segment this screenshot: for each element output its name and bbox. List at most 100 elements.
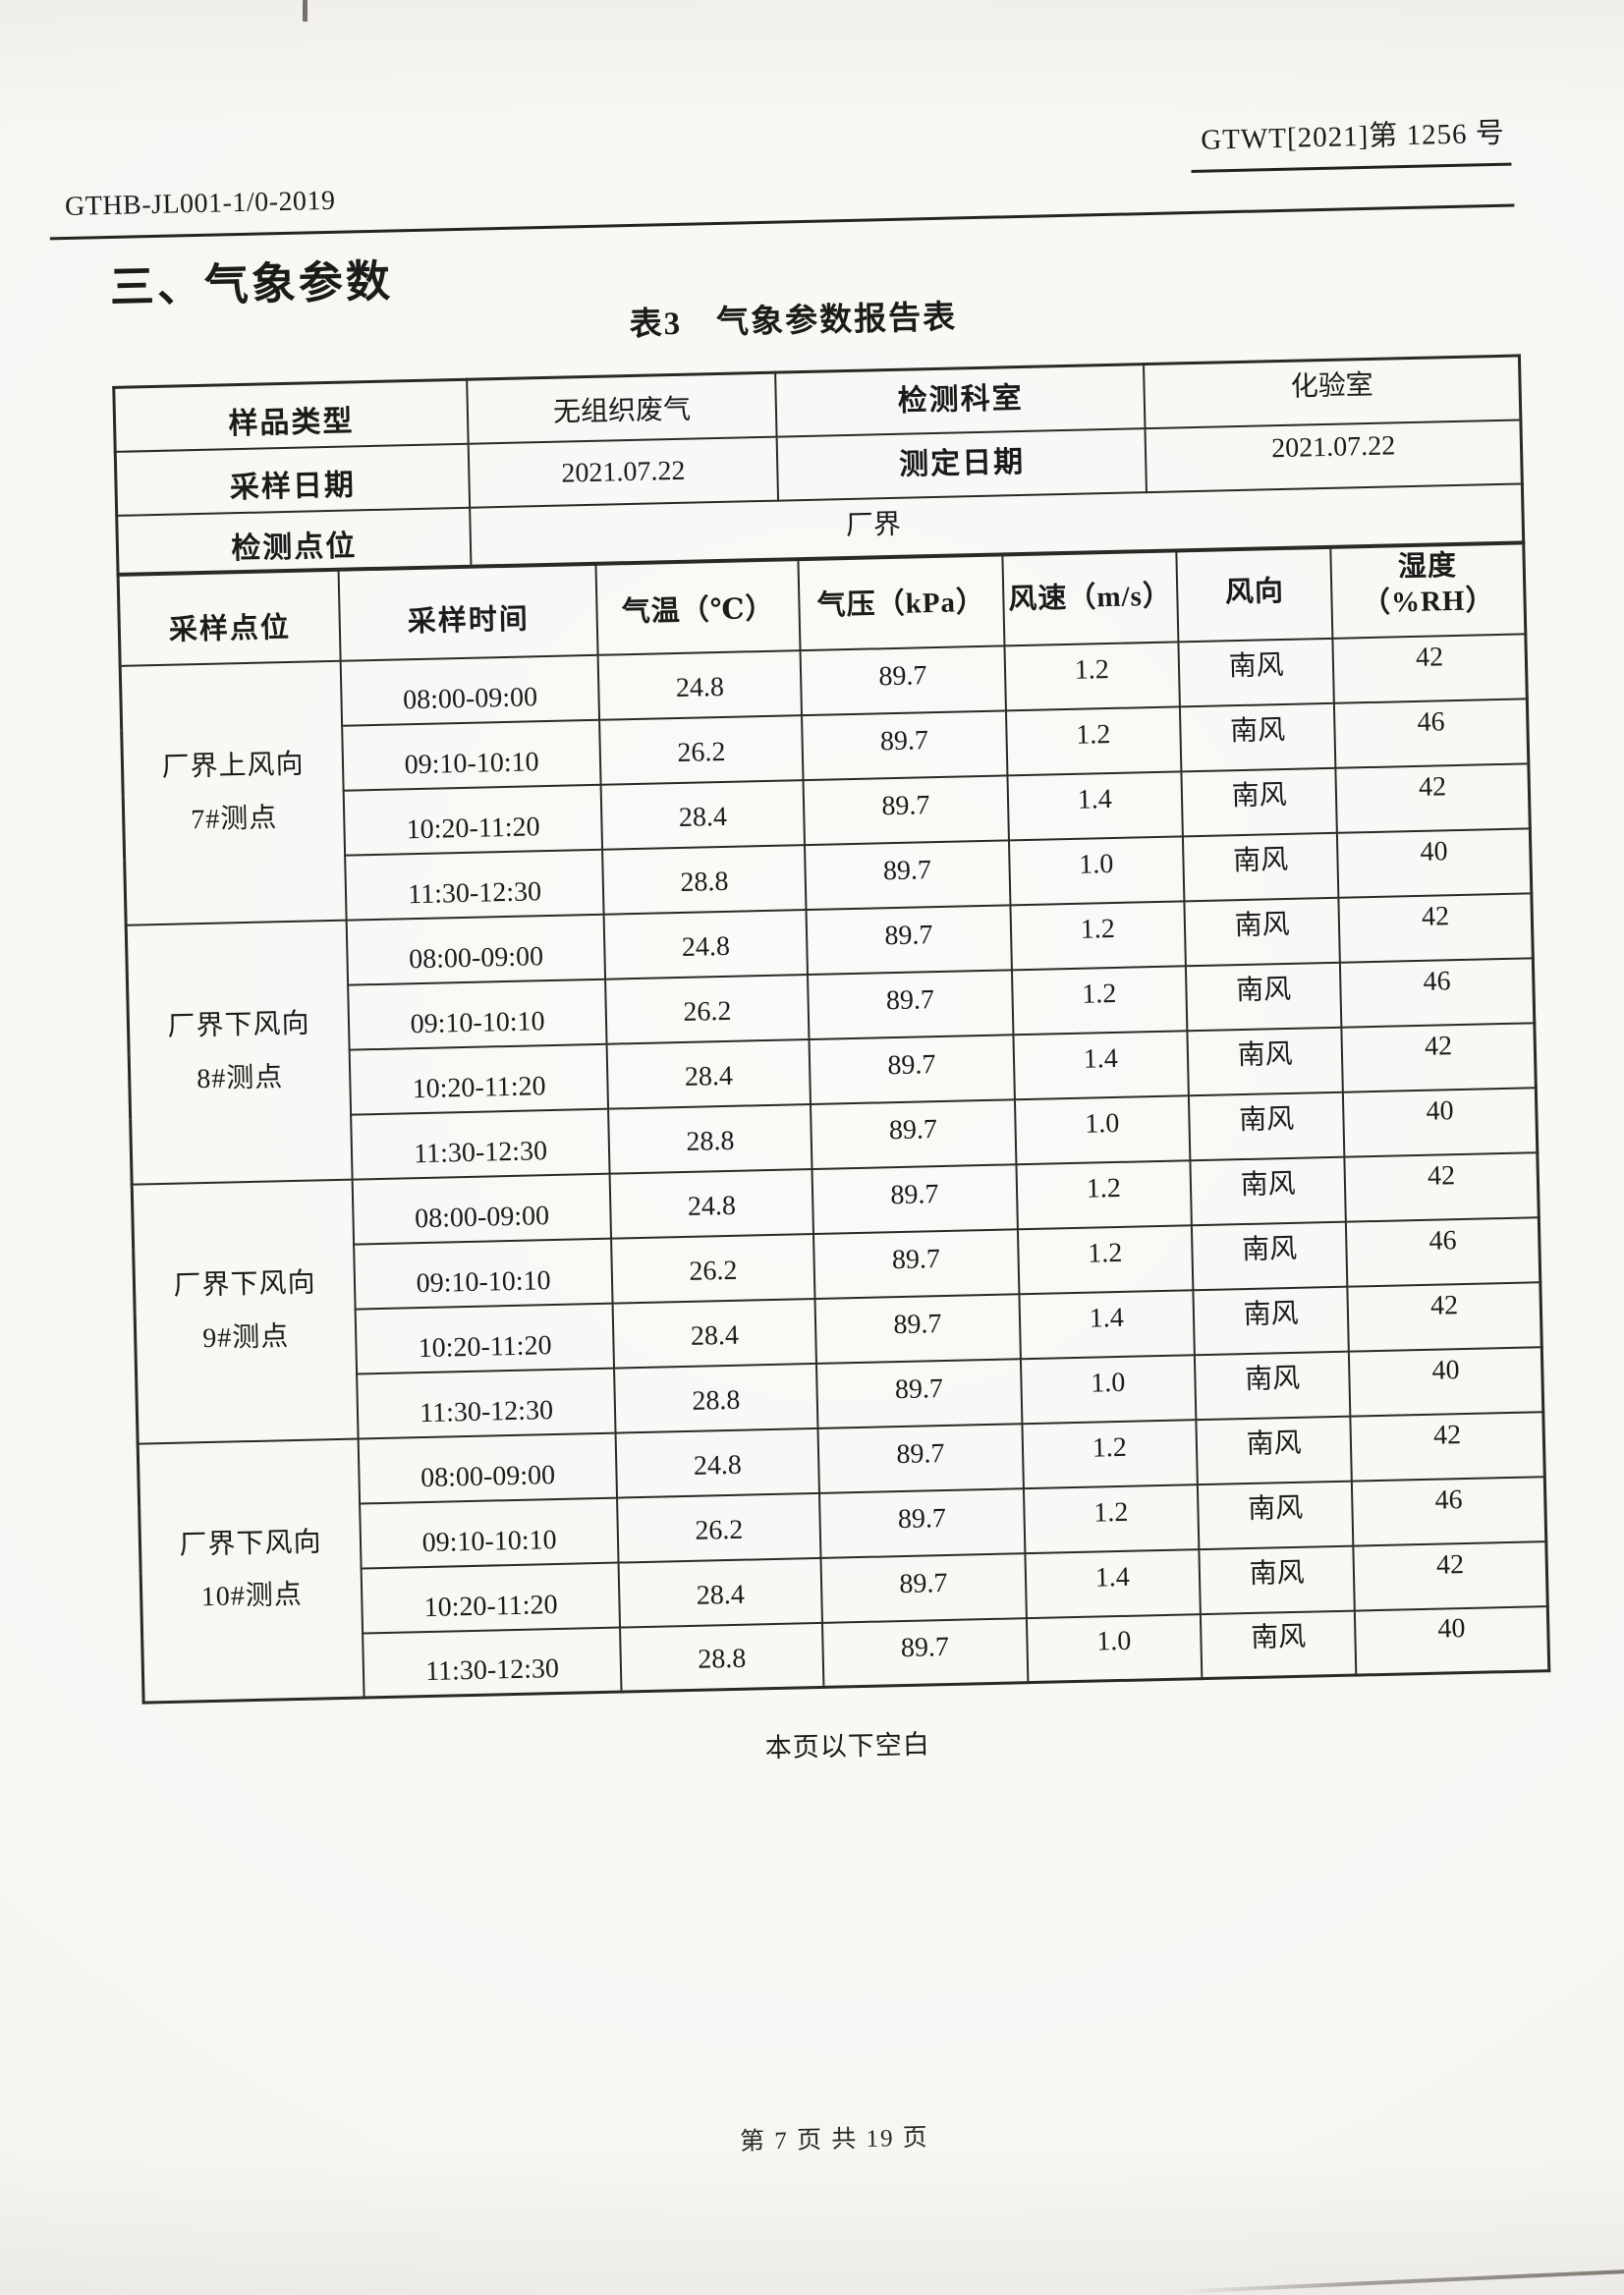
wind-speed-cell: 1.4: [1013, 1030, 1189, 1099]
time-cell: 10:20-11:20: [355, 1303, 615, 1374]
col-temperature: 气温（℃）: [595, 559, 801, 655]
time-cell: 11:30-12:30: [357, 1368, 616, 1439]
col-pressure: 气压（kPa）: [798, 554, 1005, 650]
wind-speed-cell: 1.0: [1020, 1354, 1197, 1424]
wind-speed-cell: 1.2: [1023, 1483, 1200, 1553]
sampling-location-cell: 厂界下风向 10#测点: [138, 1438, 364, 1704]
humidity-cell: 42: [1344, 1151, 1540, 1222]
col-sampling-site: 采样点位: [118, 570, 341, 666]
wind-direction-cell: 南风: [1194, 1351, 1351, 1420]
time-cell: 08:00-09:00: [358, 1432, 618, 1504]
wind-speed-cell: 1.0: [1008, 835, 1185, 905]
temperature-cell: 28.8: [608, 1103, 812, 1174]
pressure-cell: 89.7: [814, 1293, 1021, 1364]
info-value-sample-type: 无组织废气: [466, 372, 778, 444]
sampling-location-line: 7#测点: [190, 802, 278, 835]
pressure-cell: 89.7: [811, 1098, 1016, 1169]
info-value-sampling-date: 2021.07.22: [468, 436, 779, 508]
humidity-cell: 42: [1350, 1411, 1545, 1482]
humidity-cell: 40: [1343, 1087, 1538, 1157]
humidity-cell: 42: [1338, 892, 1534, 963]
wind-direction-cell: 南风: [1182, 832, 1339, 901]
wind-direction-cell: 南风: [1199, 1545, 1356, 1614]
temperature-cell: 28.8: [614, 1363, 818, 1433]
time-cell: 10:20-11:20: [349, 1043, 609, 1115]
temperature-cell: 28.4: [618, 1557, 823, 1628]
info-label-sample-type: 样品类型: [113, 379, 469, 452]
col-humidity-line2: （%RH）: [1361, 584, 1495, 619]
sampling-location-line: 厂界下风向: [179, 1527, 322, 1561]
sampling-location-line: 厂界下风向: [167, 1008, 310, 1043]
humidity-cell: 42: [1347, 1281, 1542, 1352]
temperature-cell: 24.8: [609, 1168, 814, 1239]
col-wind-direction: 风向: [1176, 547, 1333, 642]
time-cell: 09:10-10:10: [342, 719, 601, 791]
time-cell: 10:20-11:20: [343, 784, 603, 856]
temperature-cell: 28.4: [600, 779, 806, 850]
wind-direction-cell: 南风: [1181, 767, 1338, 836]
blank-below-note: 本页以下空白: [764, 1729, 931, 1763]
wind-speed-cell: 1.2: [1010, 900, 1186, 970]
info-value-test-dept: 化验室: [1144, 355, 1521, 428]
col-humidity: 湿度 （%RH）: [1330, 542, 1526, 639]
col-humidity-line1: 湿度: [1397, 549, 1458, 583]
info-label-test-dept: 检测科室: [775, 364, 1146, 437]
humidity-cell: 42: [1332, 633, 1528, 703]
humidity-cell: 42: [1353, 1540, 1548, 1611]
temperature-cell: 28.8: [602, 844, 807, 915]
temperature-cell: 26.2: [605, 974, 810, 1044]
wind-direction-cell: 南风: [1185, 962, 1342, 1031]
info-label-measure-date: 测定日期: [777, 427, 1148, 501]
doc-number-right: GTWT[2021]第 1256 号: [1190, 109, 1512, 173]
pressure-cell: 89.7: [805, 839, 1011, 910]
time-cell: 08:00-09:00: [340, 654, 600, 726]
wind-direction-cell: 南风: [1191, 1221, 1348, 1290]
wind-direction-cell: 南风: [1184, 897, 1341, 966]
pressure-cell: 89.7: [812, 1163, 1018, 1234]
humidity-cell: 40: [1349, 1346, 1543, 1417]
wind-speed-cell: 1.2: [1021, 1419, 1198, 1488]
temperature-cell: 24.8: [603, 909, 809, 980]
wind-speed-cell: 1.2: [1017, 1224, 1194, 1294]
doc-number-left: GTHB-JL001-1/0-2019: [64, 185, 336, 223]
pressure-cell: 89.7: [809, 1034, 1015, 1104]
sampling-location-line: 10#测点: [200, 1580, 304, 1613]
humidity-cell: 46: [1334, 698, 1529, 768]
pressure-cell: 89.7: [816, 1358, 1022, 1428]
humidity-cell: 46: [1340, 957, 1535, 1028]
weather-table-body: 厂界上风向 7#测点 08:00-09:00 24.8 89.7 1.2 南风 42 09:10…: [120, 633, 1549, 1704]
report-tables: 样品类型 无组织废气 检测科室 化验室 采样日期 2021.07.22 测定日期…: [112, 354, 1551, 1705]
wind-direction-cell: 南风: [1179, 702, 1336, 771]
wind-speed-cell: 1.2: [1005, 705, 1182, 775]
time-cell: 09:10-10:10: [348, 979, 607, 1050]
wind-speed-cell: 1.2: [1011, 965, 1188, 1035]
pressure-cell: 89.7: [802, 709, 1008, 780]
time-cell: 08:00-09:00: [346, 914, 606, 985]
pressure-cell: 89.7: [817, 1423, 1024, 1493]
wind-direction-cell: 南风: [1190, 1156, 1347, 1225]
humidity-cell: 46: [1346, 1216, 1540, 1287]
wind-direction-cell: 南风: [1188, 1092, 1345, 1160]
wind-direction-cell: 南风: [1197, 1481, 1354, 1549]
wind-speed-cell: 1.4: [1007, 770, 1183, 840]
temperature-cell: 28.8: [620, 1622, 824, 1693]
temperature-cell: 24.8: [597, 649, 803, 720]
page-footer: 第 7 页 共 19 页: [739, 2124, 930, 2155]
wind-direction-cell: 南风: [1200, 1610, 1357, 1679]
time-cell: 11:30-12:30: [345, 849, 604, 921]
temperature-cell: 24.8: [615, 1427, 820, 1498]
time-cell: 09:10-10:10: [354, 1238, 613, 1310]
col-wind-speed: 风速（m/s）: [1001, 550, 1179, 645]
info-value-measure-date: 2021.07.22: [1145, 419, 1523, 492]
pressure-cell: 89.7: [813, 1228, 1019, 1299]
humidity-cell: 42: [1341, 1022, 1537, 1092]
info-label-sampling-date: 采样日期: [115, 443, 470, 516]
wind-speed-cell: 1.2: [1004, 641, 1180, 710]
sampling-location-line: 厂界下风向: [173, 1267, 316, 1303]
time-cell: 08:00-09:00: [352, 1173, 612, 1245]
temperature-cell: 26.2: [599, 714, 804, 785]
pressure-cell: 89.7: [803, 774, 1009, 845]
wind-speed-cell: 1.2: [1015, 1159, 1192, 1229]
scan-artifact-tick: [303, 0, 308, 22]
